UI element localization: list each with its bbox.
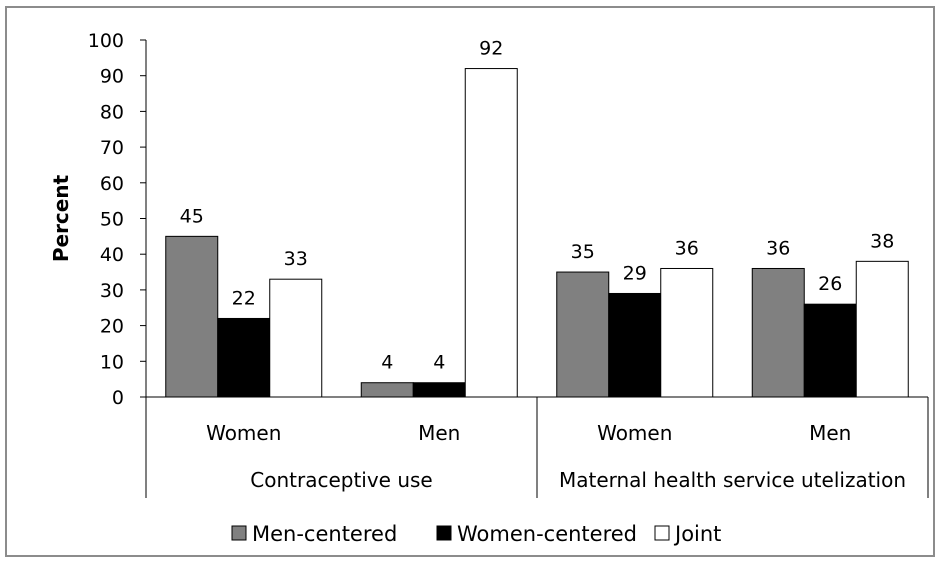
- y-tick-label: 60: [100, 173, 124, 195]
- legend-label: Men-centered: [252, 522, 397, 546]
- bar-women-centered: [412, 382, 466, 398]
- legend-swatch: [654, 525, 670, 541]
- bar-joint: [269, 278, 323, 398]
- x-group-label: Maternal health service utelization: [559, 468, 906, 492]
- y-axis-label: Percent: [49, 174, 73, 262]
- x-group-label: Contraceptive use: [250, 468, 433, 492]
- y-tick-label: 30: [100, 280, 124, 302]
- bar-women-centered: [608, 292, 662, 398]
- data-label: 36: [766, 237, 790, 259]
- y-tick-label: 40: [100, 244, 124, 266]
- data-label: 38: [870, 230, 894, 252]
- x-category-label: Women: [206, 421, 281, 445]
- data-label: 45: [180, 205, 204, 227]
- bar-women-centered: [217, 317, 271, 398]
- y-tick-label: 50: [100, 209, 124, 231]
- data-label: 4: [381, 352, 393, 374]
- legend-label: Women-centered: [457, 522, 637, 546]
- bar-men-centered: [165, 235, 219, 398]
- bar-men-centered: [751, 267, 805, 398]
- bar-joint: [464, 68, 518, 398]
- data-label: 35: [571, 241, 595, 263]
- y-tick-label: 0: [112, 387, 124, 409]
- data-label: 92: [479, 38, 503, 60]
- data-label: 22: [232, 287, 256, 309]
- legend-label: Joint: [673, 522, 721, 546]
- y-tick-label: 70: [100, 137, 124, 159]
- y-tick-label: 10: [100, 351, 124, 373]
- y-tick-label: 100: [88, 30, 124, 52]
- data-label: 4: [433, 352, 445, 374]
- bar-joint: [660, 267, 714, 398]
- data-label: 36: [675, 237, 699, 259]
- legend-swatch: [436, 525, 452, 541]
- data-label: 33: [284, 248, 308, 270]
- bar-joint: [855, 260, 909, 398]
- x-category-label: Women: [597, 421, 672, 445]
- x-category-label: Men: [418, 421, 460, 445]
- data-label: 26: [818, 273, 842, 295]
- bar-women-centered: [803, 303, 857, 398]
- y-tick-label: 90: [100, 66, 124, 88]
- data-label: 29: [623, 262, 647, 284]
- y-tick-label: 80: [100, 101, 124, 123]
- y-tick-label: 20: [100, 316, 124, 338]
- bar-men-centered: [556, 271, 610, 398]
- x-category-label: Men: [809, 421, 851, 445]
- bar-men-centered: [360, 382, 414, 398]
- legend-swatch: [231, 525, 247, 541]
